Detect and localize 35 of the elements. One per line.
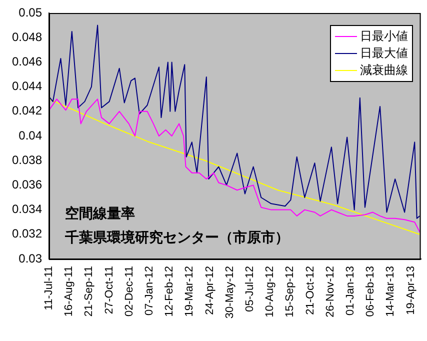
y-tick-label: 0.044 (12, 79, 42, 94)
legend-label: 日最大値 (360, 45, 408, 62)
x-tick-label: 05-Jul-12 (244, 266, 256, 312)
y-tick-label: 0.03 (18, 251, 42, 266)
legend-label: 減衰曲線 (360, 62, 408, 79)
x-tick-label: 02-Dec-11 (123, 266, 136, 317)
y-tick-label: 0.04 (18, 128, 42, 142)
y-tick-label: 0.048 (12, 30, 42, 44)
y-tick-label: 0.05 (18, 5, 42, 20)
x-tick-label: 21-Oct-12 (304, 266, 316, 315)
x-tick-label: 07-Jan-12 (144, 266, 156, 316)
x-tick-label: 14-Mar-13 (384, 266, 397, 317)
x-tick-label: 01-Jan-13 (344, 266, 356, 316)
x-tick-label: 06-Feb-13 (364, 266, 377, 317)
x-tick-label: 24-Apr-12 (204, 266, 216, 315)
y-tick-label: 0.034 (12, 202, 42, 216)
x-tick-label: 19-Apr-13 (404, 266, 417, 315)
annotation: 空間線量率 (65, 205, 135, 222)
y-tick-label: 0.046 (12, 54, 42, 69)
x-tick-label: 10-Aug-12 (264, 266, 276, 318)
x-tick-label: 21-Sep-11 (83, 266, 96, 317)
legend-label: 日最小値 (360, 28, 408, 45)
annotation: 千葉県環境研究センター（市原市） (64, 229, 289, 246)
x-tick-label: 15-Sep-12 (284, 266, 296, 318)
y-tick-label: 0.038 (12, 152, 42, 167)
y-tick-label: 0.036 (12, 178, 42, 192)
x-tick-label: 11-Jul-11 (43, 266, 56, 310)
x-tick-label: 27-Oct-11 (103, 266, 116, 314)
y-tick-label: 0.042 (12, 104, 42, 118)
x-tick-label: 12-Feb-12 (164, 266, 176, 317)
x-tick-label: 30-May-12 (224, 266, 236, 319)
y-tick-label: 0.032 (12, 226, 42, 241)
x-tick-label: 19-Mar-12 (184, 266, 196, 317)
x-tick-label: 26-Nov-12 (324, 266, 336, 318)
x-tick-label: 16-Aug-11 (63, 266, 76, 317)
